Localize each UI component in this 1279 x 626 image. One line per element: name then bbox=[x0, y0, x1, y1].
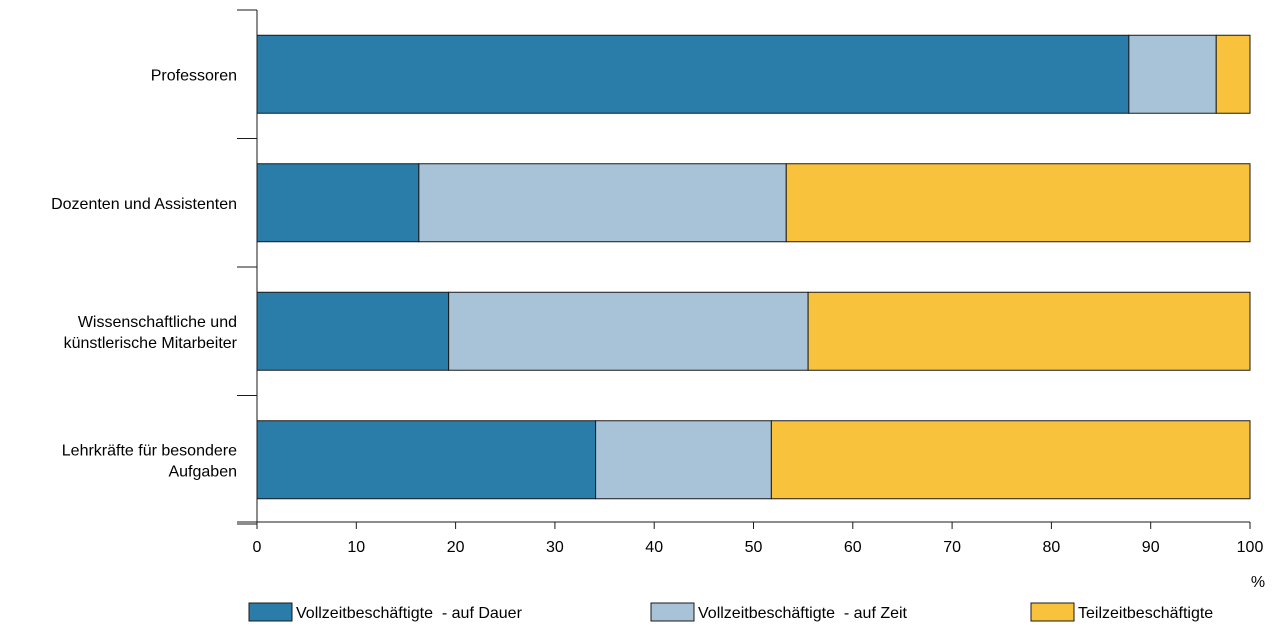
category-label-0: Professoren bbox=[151, 67, 237, 84]
bar-segment-1-0 bbox=[256, 163, 420, 243]
x-tick-label: 30 bbox=[546, 539, 564, 556]
legend-swatch-0 bbox=[248, 602, 293, 622]
x-tick-label: 60 bbox=[844, 539, 862, 556]
legend-label-0: Vollzeitbeschäftigte - auf Dauer bbox=[296, 605, 523, 622]
x-unit-label: % bbox=[1251, 574, 1265, 591]
category-label-3: Lehrkräfte für besondere Aufgaben bbox=[62, 442, 237, 480]
legend-label-1: Vollzeitbeschäftigte - auf Zeit bbox=[698, 605, 908, 622]
category-label-2: Wissenschaftliche und künstlerische Mitar… bbox=[64, 314, 238, 352]
bar-segment-2-1 bbox=[448, 291, 809, 371]
labels-layer: Professoren Dozenten und Assistenten Wisse… bbox=[51, 67, 1265, 591]
bar-segment-2-2 bbox=[807, 291, 1251, 371]
x-tick-label: 80 bbox=[1043, 539, 1061, 556]
bar-segment-3-0 bbox=[256, 420, 597, 500]
category-label-line: Dozenten und Assistenten bbox=[51, 196, 237, 213]
category-label-1: Dozenten und Assistenten bbox=[51, 196, 237, 213]
bar-segment-1-1 bbox=[418, 163, 787, 243]
axes-layer bbox=[237, 9, 1251, 529]
category-label-line: künstlerische Mitarbeiter bbox=[64, 335, 238, 352]
x-tick-label: 70 bbox=[943, 539, 961, 556]
x-tick-label: 0 bbox=[253, 539, 262, 556]
bar-segment-3-2 bbox=[770, 420, 1251, 500]
legend: Vollzeitbeschäftigte - auf Dauer Vollzeit… bbox=[248, 602, 1213, 622]
bar-segment-0-0 bbox=[256, 34, 1130, 114]
category-label-line: Professoren bbox=[151, 67, 237, 84]
category-label-line: Wissenschaftliche und bbox=[78, 314, 237, 331]
bar-segment-2-0 bbox=[256, 291, 450, 371]
bar-segment-0-2 bbox=[1215, 34, 1251, 114]
category-label-line: Aufgaben bbox=[168, 463, 237, 480]
x-tick-label: 50 bbox=[745, 539, 763, 556]
x-tick-label: 40 bbox=[645, 539, 663, 556]
legend-swatch-2 bbox=[1030, 602, 1075, 622]
category-label-line: Lehrkräfte für besondere bbox=[62, 442, 237, 459]
bar-segment-3-1 bbox=[595, 420, 772, 500]
bars-layer bbox=[256, 34, 1251, 500]
legend-label-2: Teilzeitbeschäftigte bbox=[1078, 605, 1213, 622]
x-tick-label: 20 bbox=[447, 539, 465, 556]
bar-segment-0-1 bbox=[1128, 34, 1217, 114]
x-tick-label: 90 bbox=[1142, 539, 1160, 556]
legend-swatch-1 bbox=[650, 602, 695, 622]
x-tick-label: 100 bbox=[1237, 539, 1264, 556]
x-tick-label: 10 bbox=[347, 539, 365, 556]
bar-segment-1-2 bbox=[785, 163, 1251, 243]
